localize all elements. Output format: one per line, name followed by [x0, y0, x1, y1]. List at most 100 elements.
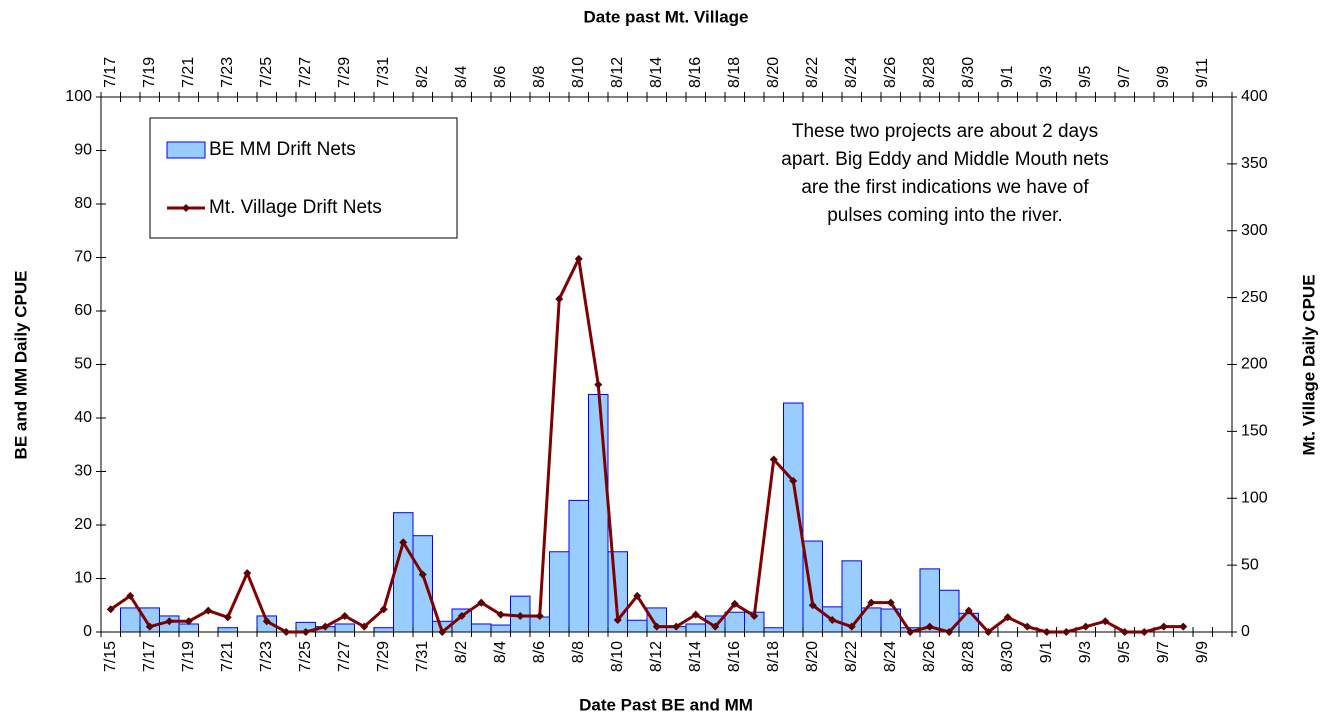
x2-tick-label: 9/3 [1038, 66, 1055, 88]
bar [393, 512, 414, 633]
line-marker [1140, 628, 1149, 636]
line-marker [633, 591, 642, 600]
y-tick-label: 30 [74, 463, 92, 480]
line-marker [301, 628, 310, 636]
legend-marker [182, 204, 190, 212]
annotation: pulses coming into the river. [827, 205, 1063, 226]
line-marker [691, 610, 700, 619]
line-marker [652, 622, 661, 631]
y2-title: Mt. Village Daily CPUE [1299, 274, 1318, 455]
x-tick-label: 8/4 [492, 641, 509, 663]
x2-tick-label: 7/21 [180, 57, 197, 88]
x-tick-label: 8/8 [570, 641, 587, 663]
x-tick-label: 8/26 [921, 641, 938, 672]
annotation: are the first indications we have of [801, 177, 1089, 198]
line-marker [925, 622, 934, 631]
x-tick-label: 7/15 [102, 641, 119, 672]
y2-tick-label: 100 [1241, 489, 1268, 506]
x2-tick-label: 8/12 [609, 57, 626, 88]
line-marker [1120, 628, 1129, 636]
x2-tick-label: 8/16 [687, 57, 704, 88]
y2-tick-label: 350 [1241, 155, 1268, 172]
x2-tick-label: 8/20 [765, 57, 782, 88]
y2-tick-label: 250 [1241, 289, 1268, 306]
y-tick-label: 80 [74, 195, 92, 212]
line-marker [574, 254, 583, 263]
annotation: These two projects are about 2 days [792, 121, 1098, 142]
line-marker [789, 476, 798, 485]
x2-tick-label: 8/2 [414, 66, 431, 88]
x-tick-label: 8/22 [843, 641, 860, 672]
x-tick-label: 7/25 [297, 641, 314, 672]
line [109, 257, 1184, 634]
legend-label: Mt. Village Drift Nets [209, 197, 382, 218]
bar [334, 623, 355, 633]
line-marker [555, 294, 564, 303]
y2-tick-label: 50 [1241, 556, 1259, 573]
bar [217, 627, 238, 633]
line-marker [984, 628, 993, 636]
line-marker [769, 455, 778, 464]
line-marker [711, 622, 720, 631]
line-marker [828, 615, 837, 624]
y-tick-label: 40 [74, 409, 92, 426]
line-marker [477, 598, 486, 607]
bar [841, 560, 862, 633]
x-tick-label: 8/20 [804, 641, 821, 672]
x-tick-label: 8/2 [453, 641, 470, 663]
y-tick-label: 10 [74, 570, 92, 587]
x-tick-label: 7/21 [219, 641, 236, 672]
x2-tick-label: 8/18 [726, 57, 743, 88]
x-tick-label: 7/23 [258, 641, 275, 672]
x-tick-label: 8/28 [960, 641, 977, 672]
x2-tick-label: 8/6 [492, 66, 509, 88]
x-tick-label: 8/30 [999, 641, 1016, 672]
bar [412, 535, 433, 633]
x-tick-label: 8/12 [648, 641, 665, 672]
line-marker [106, 605, 115, 614]
y-tick-label: 70 [74, 249, 92, 266]
y-tick-label: 60 [74, 302, 92, 319]
bar [763, 627, 784, 633]
legend-box [149, 117, 458, 239]
bar [373, 627, 394, 633]
line-marker [496, 610, 505, 619]
x2-tick-label: 7/17 [102, 57, 119, 88]
x2-tick-label: 8/26 [882, 57, 899, 88]
line-marker [516, 611, 525, 620]
y-tick-label: 50 [74, 356, 92, 373]
line-marker [126, 591, 135, 600]
line-marker [379, 605, 388, 614]
bar [490, 624, 511, 633]
line-marker [204, 606, 213, 615]
line-marker [750, 611, 759, 620]
y-tick-label: 100 [65, 88, 92, 105]
bar [627, 619, 648, 633]
y2-tick-label: 0 [1241, 623, 1250, 640]
y2-tick-label: 200 [1241, 356, 1268, 373]
bar [471, 623, 492, 633]
x2-tick-label: 7/29 [336, 57, 353, 88]
line-marker [145, 622, 154, 631]
x-tick-label: 8/14 [687, 641, 704, 672]
x2-tick-label: 8/22 [804, 57, 821, 88]
x2-tick-label: 8/30 [960, 57, 977, 88]
line-marker [886, 598, 895, 607]
x2-tick-label: 8/24 [843, 57, 860, 88]
x-tick-label: 7/27 [336, 641, 353, 672]
y2-tick-label: 400 [1241, 88, 1268, 105]
x-tick-label: 9/5 [1116, 641, 1133, 663]
x2-tick-label: 7/27 [297, 57, 314, 88]
x2-title: Date past Mt. Village [583, 7, 748, 26]
line-marker [282, 628, 291, 636]
line-marker [847, 622, 856, 631]
bar [549, 551, 570, 633]
line-marker [340, 611, 349, 620]
line-marker [1179, 622, 1188, 631]
x-tick-label: 9/9 [1194, 641, 1211, 663]
line-marker [1101, 617, 1110, 626]
line-marker [243, 569, 252, 578]
x-tick-label: 9/1 [1038, 641, 1055, 663]
annotation: apart. Big Eddy and Middle Mouth nets [781, 149, 1108, 170]
x2-tick-label: 7/31 [375, 57, 392, 88]
